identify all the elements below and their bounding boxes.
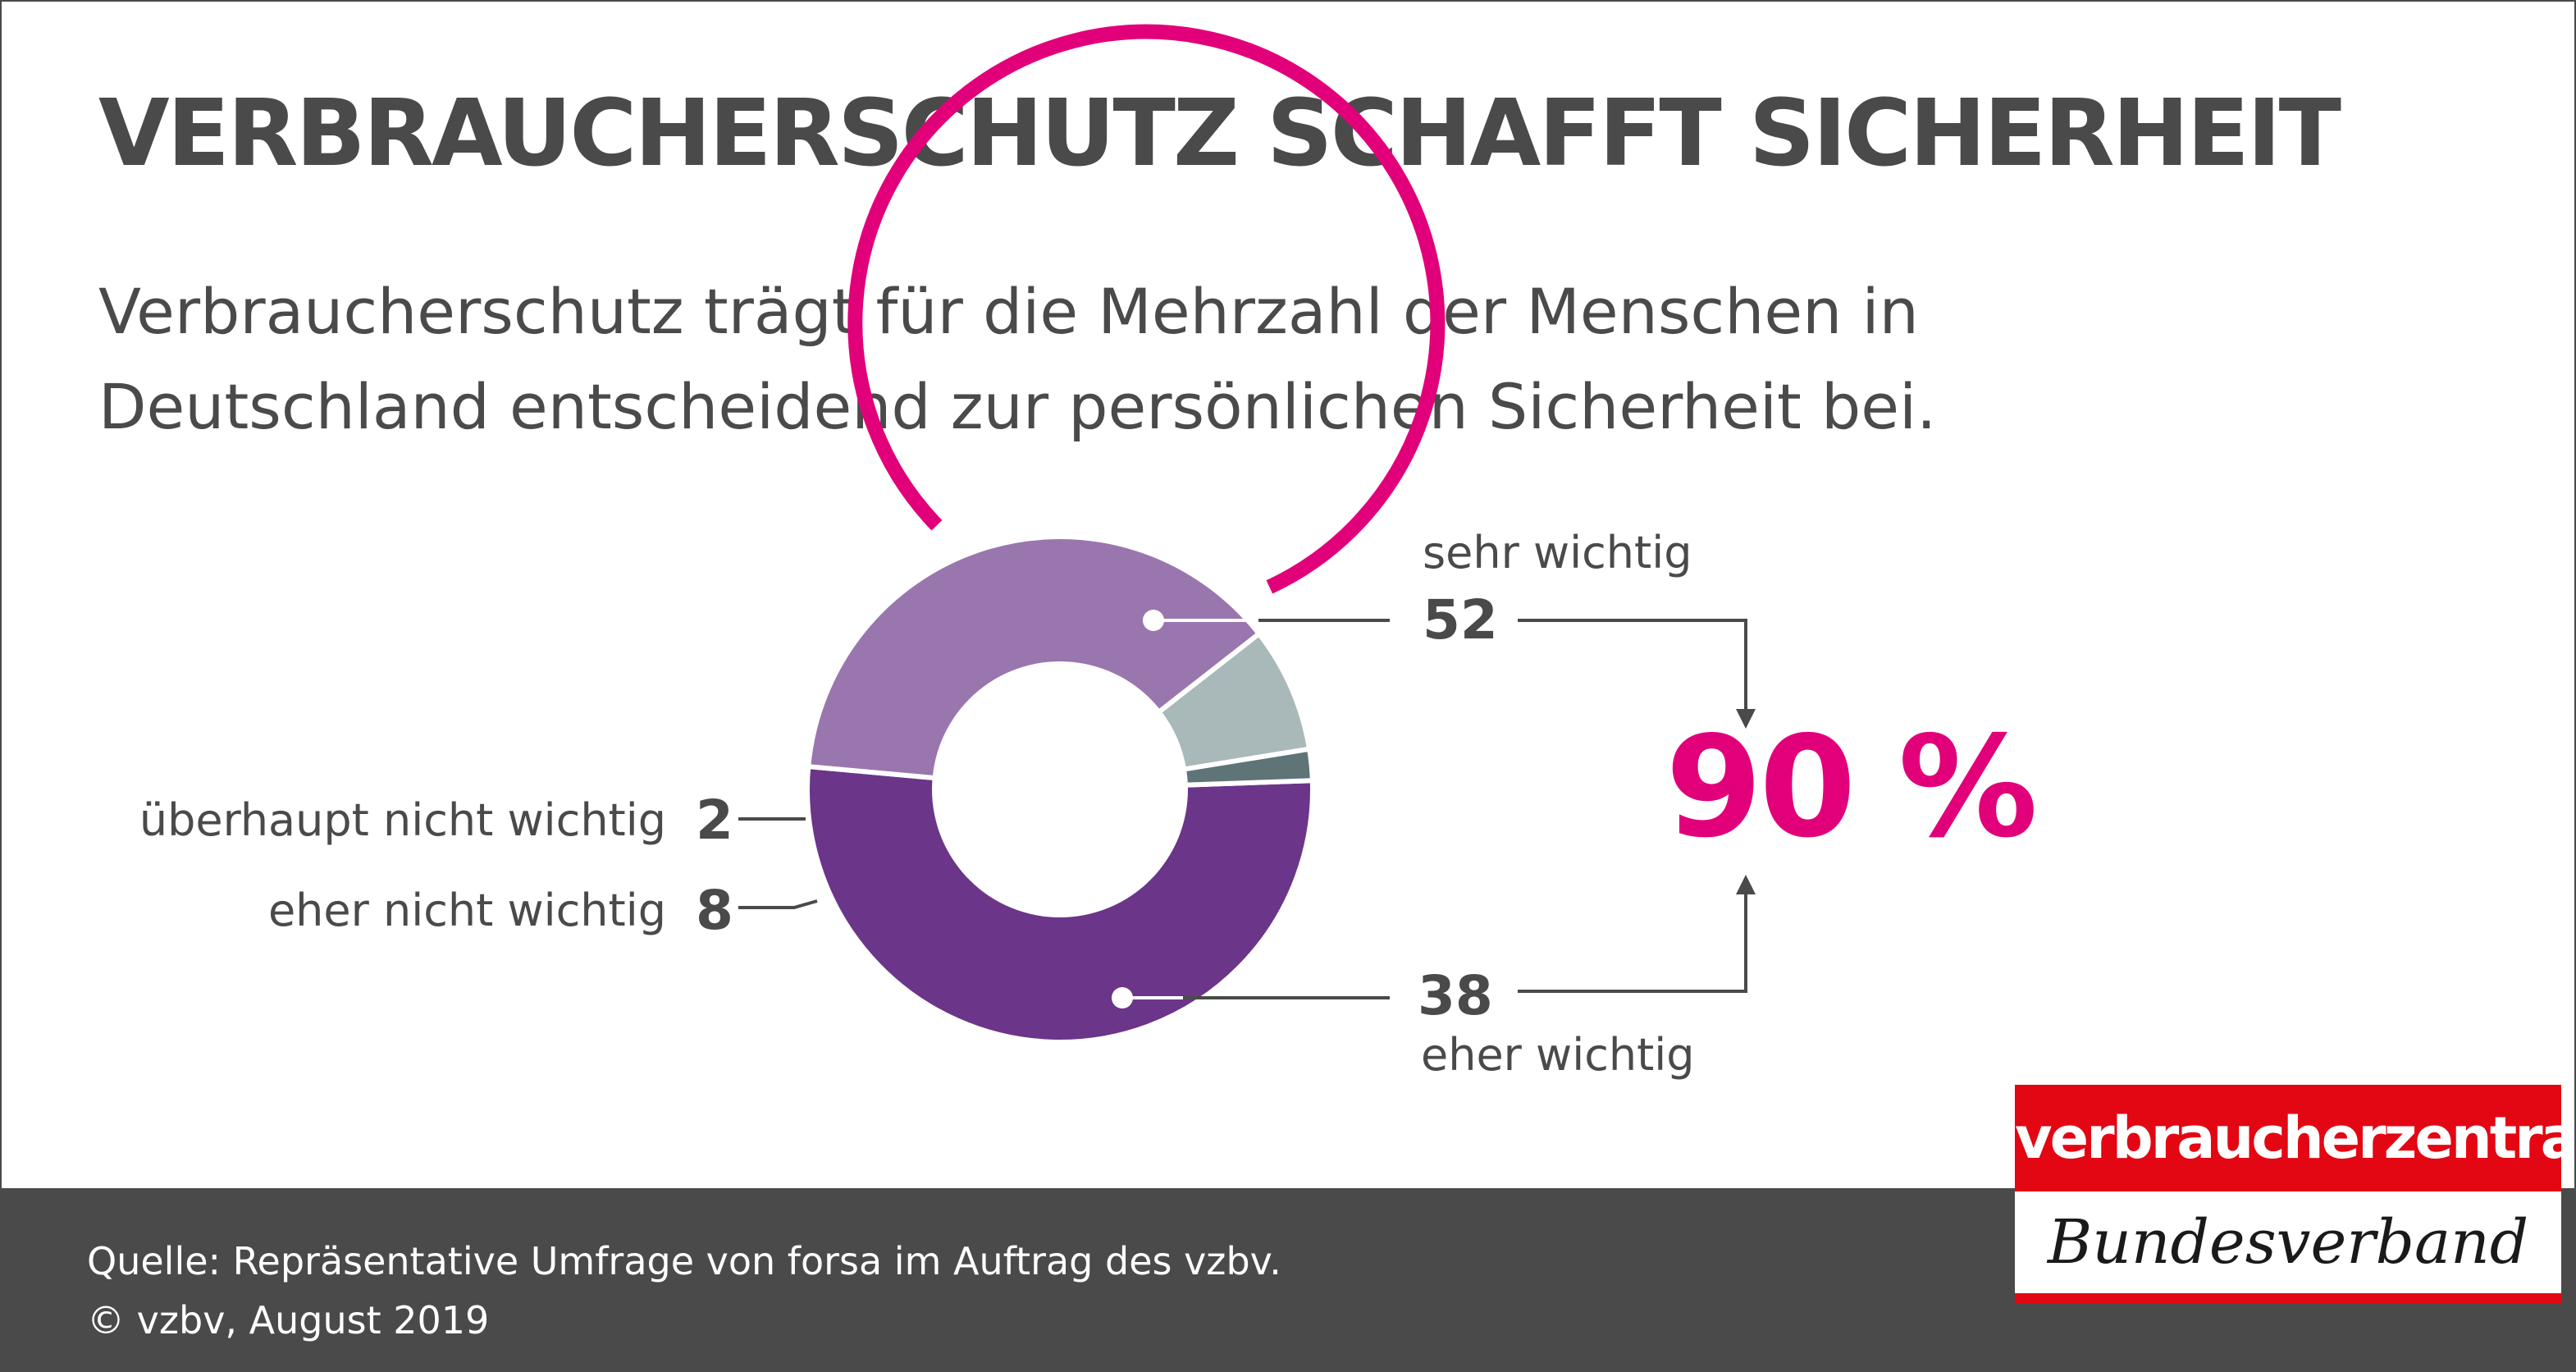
value-not-important-at-all: 2 [696, 789, 733, 852]
donut-hole [932, 661, 1188, 917]
source-note: Quelle: Repräsentative Umfrage von forsa… [87, 1239, 1281, 1283]
copyright-note: © vzbv, August 2019 [87, 1298, 490, 1342]
value-very-important: 52 [1423, 588, 1498, 652]
subtitle-line-2: Deutschland entscheidend zur persönliche… [98, 370, 1937, 443]
logo-wordmark: verbraucherzentrale [2015, 1085, 2561, 1191]
label-rather-not-important: eher nicht wichtig [268, 885, 666, 936]
donut-chart: sehr wichtig 52 38 eher wichtig überhaup… [139, 24, 2038, 1081]
subtitle-line-1: Verbraucherschutz trägt für die Mehrzahl… [98, 275, 1919, 348]
leader-rather-not-important [738, 899, 818, 909]
highlight-arc [847, 24, 1446, 594]
label-not-important-at-all: überhaupt nicht wichtig [139, 794, 666, 846]
arrow-down-icon [1736, 709, 1756, 729]
page-title: VERBRAUCHERSCHUTZ SCHAFFT SICHERHEIT [98, 80, 2341, 187]
bracket-top [1518, 619, 1747, 712]
value-rather-not-important: 8 [696, 879, 733, 942]
bracket-bottom [1518, 891, 1747, 993]
donut-slices [805, 534, 1315, 1045]
arrow-up-icon [1736, 875, 1756, 894]
label-rather-important: eher wichtig [1421, 1029, 1695, 1081]
value-rather-important: 38 [1418, 964, 1493, 1027]
label-very-important: sehr wichtig [1423, 527, 1692, 579]
logo-subline: Bundesverband [2015, 1191, 2561, 1293]
slice-eher-wichtig [806, 534, 1263, 793]
subtitle: Verbraucherschutz trägt für die Mehrzahl… [98, 264, 2149, 455]
total-percentage: 90 % [1665, 707, 2035, 869]
logo-stripe [2015, 1293, 2561, 1303]
vzbv-logo: verbraucherzentrale Bundesverband [2015, 1085, 2561, 1303]
